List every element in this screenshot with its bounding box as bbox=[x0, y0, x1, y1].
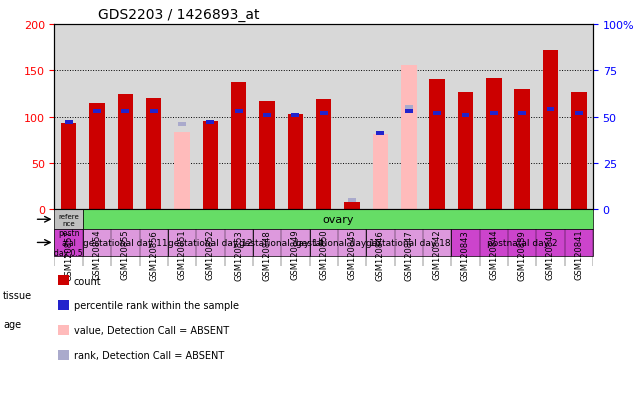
Bar bbox=[203, 122, 218, 210]
Text: GSM120844: GSM120844 bbox=[489, 229, 498, 280]
Bar bbox=[54, 210, 83, 230]
Text: gestational day 14: gestational day 14 bbox=[239, 238, 324, 247]
Bar bbox=[83, 230, 168, 256]
Bar bbox=[372, 135, 388, 210]
Bar bbox=[514, 90, 530, 210]
Bar bbox=[65, 121, 72, 125]
Text: GSM120841: GSM120841 bbox=[574, 229, 583, 280]
Text: age: age bbox=[3, 319, 21, 329]
Bar bbox=[316, 100, 331, 210]
Bar bbox=[405, 106, 413, 110]
Text: refere
nce: refere nce bbox=[58, 213, 79, 226]
Text: GSM120840: GSM120840 bbox=[546, 229, 555, 280]
Bar bbox=[344, 202, 360, 210]
Bar bbox=[462, 114, 469, 117]
Text: GSM120839: GSM120839 bbox=[517, 229, 526, 280]
Text: GSM120853: GSM120853 bbox=[234, 229, 243, 280]
Bar bbox=[405, 110, 413, 114]
Bar bbox=[54, 230, 83, 256]
Bar bbox=[575, 112, 583, 116]
Bar bbox=[146, 99, 162, 210]
Bar bbox=[451, 230, 593, 256]
Bar bbox=[458, 93, 473, 210]
Bar bbox=[366, 230, 451, 256]
Bar bbox=[571, 93, 587, 210]
Text: GSM120857: GSM120857 bbox=[64, 229, 73, 280]
Bar bbox=[348, 199, 356, 202]
Bar bbox=[429, 79, 445, 210]
Text: percentile rank within the sample: percentile rank within the sample bbox=[74, 301, 238, 311]
Text: GSM120845: GSM120845 bbox=[347, 229, 356, 280]
Bar bbox=[178, 123, 186, 126]
Text: GSM120851: GSM120851 bbox=[178, 229, 187, 280]
Text: gestational day 11: gestational day 11 bbox=[83, 238, 168, 247]
Bar bbox=[433, 112, 441, 116]
Text: GSM120852: GSM120852 bbox=[206, 229, 215, 280]
Text: value, Detection Call = ABSENT: value, Detection Call = ABSENT bbox=[74, 325, 229, 335]
Bar bbox=[292, 114, 299, 117]
Bar bbox=[518, 112, 526, 116]
Bar bbox=[547, 108, 554, 112]
Text: GSM120846: GSM120846 bbox=[376, 229, 385, 280]
Bar bbox=[174, 133, 190, 210]
Text: postn
atal
day 0.5: postn atal day 0.5 bbox=[54, 228, 83, 258]
Bar bbox=[121, 110, 129, 114]
Bar bbox=[235, 110, 242, 114]
Bar bbox=[288, 114, 303, 210]
Text: count: count bbox=[74, 276, 101, 286]
Text: postnatal day 2: postnatal day 2 bbox=[487, 238, 557, 247]
Bar bbox=[376, 132, 385, 136]
Bar bbox=[263, 114, 271, 117]
Bar bbox=[401, 66, 417, 210]
Text: GSM120842: GSM120842 bbox=[433, 229, 442, 280]
Text: GSM120847: GSM120847 bbox=[404, 229, 413, 280]
Bar bbox=[93, 110, 101, 114]
Bar bbox=[89, 103, 104, 210]
Text: gestational day 16: gestational day 16 bbox=[296, 238, 380, 247]
Bar bbox=[61, 124, 76, 210]
Text: GSM120850: GSM120850 bbox=[319, 229, 328, 280]
Text: GSM120854: GSM120854 bbox=[92, 229, 101, 280]
Text: GSM120848: GSM120848 bbox=[263, 229, 272, 280]
Text: GSM120856: GSM120856 bbox=[149, 229, 158, 280]
Bar bbox=[150, 110, 158, 114]
Bar bbox=[253, 230, 310, 256]
Bar bbox=[490, 112, 497, 116]
Text: rank, Detection Call = ABSENT: rank, Detection Call = ABSENT bbox=[74, 350, 224, 360]
Text: ovary: ovary bbox=[322, 215, 354, 225]
Bar bbox=[486, 78, 501, 210]
Bar bbox=[310, 230, 366, 256]
Text: tissue: tissue bbox=[3, 290, 32, 300]
Bar bbox=[206, 121, 214, 125]
Bar bbox=[320, 112, 328, 116]
Text: GSM120843: GSM120843 bbox=[461, 229, 470, 280]
Bar bbox=[259, 102, 275, 210]
Bar bbox=[117, 95, 133, 210]
Text: gestational day 12: gestational day 12 bbox=[168, 238, 253, 247]
Bar bbox=[231, 83, 247, 210]
Text: GDS2203 / 1426893_at: GDS2203 / 1426893_at bbox=[97, 8, 259, 22]
Text: GSM120849: GSM120849 bbox=[291, 229, 300, 280]
Bar bbox=[168, 230, 253, 256]
Text: GSM120855: GSM120855 bbox=[121, 229, 130, 280]
Bar bbox=[543, 51, 558, 210]
Text: gestational day 18: gestational day 18 bbox=[367, 238, 451, 247]
